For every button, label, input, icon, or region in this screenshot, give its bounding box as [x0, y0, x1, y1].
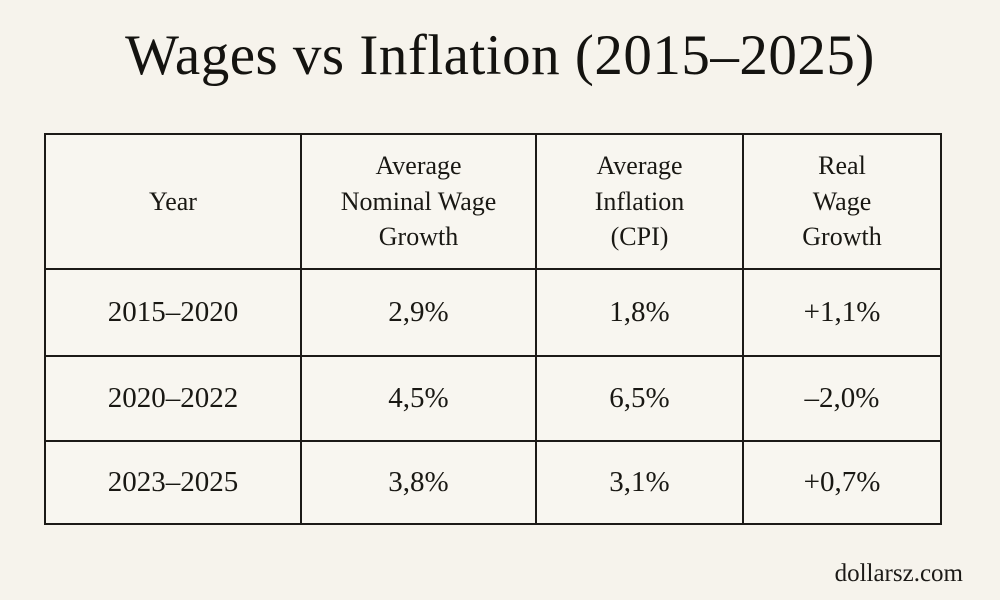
year-cell: 2023–2025 [44, 440, 302, 525]
real-wage-cell: –2,0% [742, 355, 942, 442]
column-header-nominal-wage: Average Nominal Wage Growth [300, 133, 537, 270]
nominal-wage-cell: 4,5% [300, 355, 537, 442]
inflation-cell: 6,5% [535, 355, 744, 442]
nominal-wage-cell: 3,8% [300, 440, 537, 525]
nominal-wage-cell: 2,9% [300, 268, 537, 357]
page-title: Wages vs Inflation (2015–2025) [125, 24, 875, 87]
column-header-inflation: Average Inflation (CPI) [535, 133, 744, 270]
footer-site-label: dollarsz.com [834, 560, 963, 587]
inflation-cell: 3,1% [535, 440, 744, 525]
column-header-real-wage: Real Wage Growth [742, 133, 942, 270]
inflation-cell: 1,8% [535, 268, 744, 357]
table-header: Year Average Nominal Wage Growth Average… [44, 133, 942, 270]
column-header-year: Year [44, 133, 302, 270]
year-cell: 2015–2020 [44, 268, 302, 357]
header-row: Year Average Nominal Wage Growth Average… [44, 133, 942, 270]
table-row: 2015–2020 2,9% 1,8% +1,1% [44, 268, 942, 357]
table-row: 2023–2025 3,8% 3,1% +0,7% [44, 440, 942, 525]
table-body: 2015–2020 2,9% 1,8% +1,1% 2020–2022 4,5%… [44, 268, 942, 525]
real-wage-cell: +1,1% [742, 268, 942, 357]
table-row: 2020–2022 4,5% 6,5% –2,0% [44, 355, 942, 442]
wages-vs-inflation-table: Year Average Nominal Wage Growth Average… [44, 133, 942, 525]
real-wage-cell: +0,7% [742, 440, 942, 525]
year-cell: 2020–2022 [44, 355, 302, 442]
